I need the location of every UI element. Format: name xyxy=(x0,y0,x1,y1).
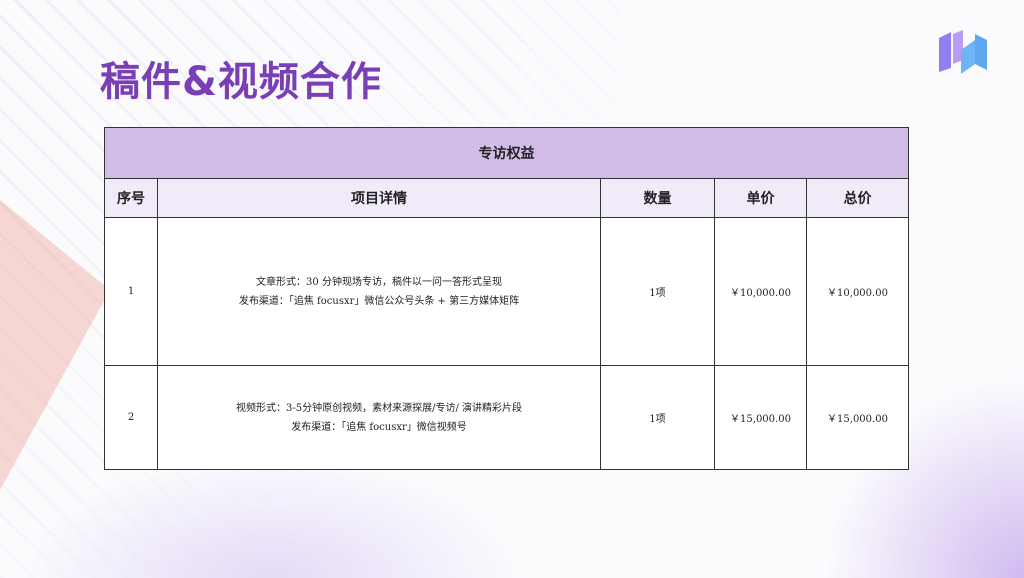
detail-line: 视频形式：3-5分钟原创视频，素材来源探展/专访/ 演讲精彩片段 xyxy=(235,402,523,414)
row-unit-price: ￥15,000.00 xyxy=(714,365,807,470)
row-no: 1 xyxy=(104,217,158,366)
col-header-unit: 单价 xyxy=(714,178,807,218)
col-header-details: 项目详情 xyxy=(157,178,601,218)
col-header-qty: 数量 xyxy=(600,178,715,218)
row-unit-price: ￥10,000.00 xyxy=(714,217,807,366)
row-no: 2 xyxy=(104,365,158,470)
table-row: 2 视频形式：3-5分钟原创视频，素材来源探展/专访/ 演讲精彩片段 发布渠道：「… xyxy=(104,365,909,470)
table-row: 1 文章形式：30 分钟现场专访，稿件以一问一答形式呈现发布渠道：「追焦 foc… xyxy=(104,217,909,366)
row-total-price: ￥10,000.00 xyxy=(806,217,909,366)
row-details: 视频形式：3-5分钟原创视频，素材来源探展/专访/ 演讲精彩片段 发布渠道：「追焦… xyxy=(157,365,601,470)
col-header-total: 总价 xyxy=(806,178,909,218)
detail-line: 发布渠道：「追焦 focusxr」微信公众号头条 + 第三方媒体矩阵 xyxy=(238,295,520,307)
table-caption: 专访权益 xyxy=(104,127,909,179)
row-qty: 1项 xyxy=(600,217,715,366)
row-total-price: ￥15,000.00 xyxy=(806,365,909,470)
brand-logo xyxy=(939,30,987,74)
interview-benefits-table: 专访权益 序号 项目详情 数量 单价 总价 1 文章形式：30 分钟现场专访，稿… xyxy=(104,127,909,470)
col-header-no: 序号 xyxy=(104,178,158,218)
row-qty: 1项 xyxy=(600,365,715,470)
detail-line: 发布渠道：「追焦 focusxr」微信视频号 xyxy=(291,421,467,433)
page-title: 稿件&视频合作 xyxy=(100,59,382,105)
row-details: 文章形式：30 分钟现场专访，稿件以一问一答形式呈现发布渠道：「追焦 focus… xyxy=(157,217,601,366)
detail-line: 文章形式：30 分钟现场专访，稿件以一问一答形式呈现 xyxy=(256,276,502,288)
